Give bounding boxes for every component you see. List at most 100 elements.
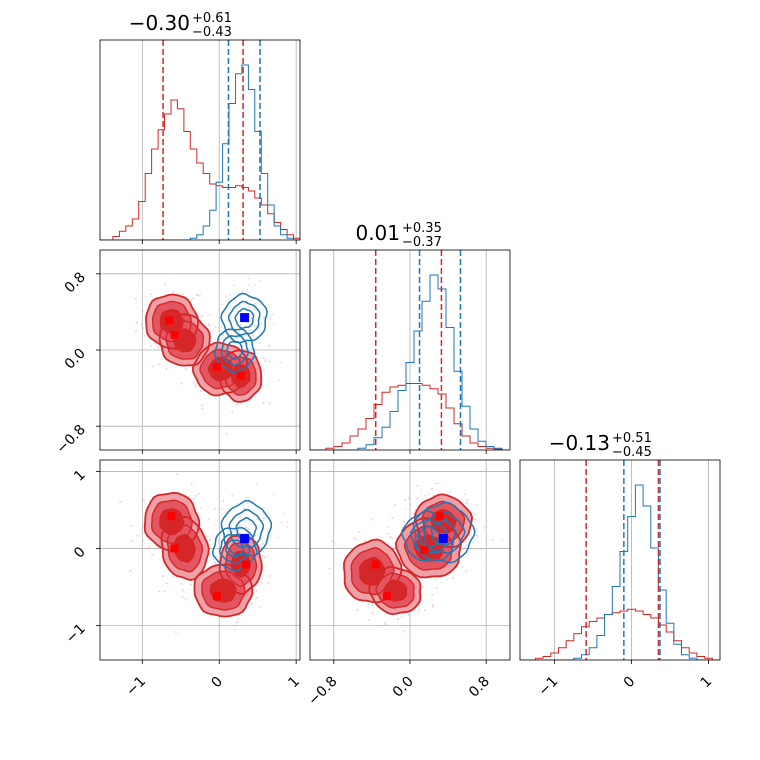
sample-point: [420, 489, 423, 491]
sample-point: [218, 328, 221, 330]
sample-point: [231, 494, 234, 497]
histogram-blue: [310, 274, 510, 450]
panel-1-1: 0.01 +0.35−0.37: [309, 221, 511, 451]
marker-red-square: [383, 592, 392, 601]
sample-point: [286, 526, 289, 529]
sample-point: [446, 578, 449, 581]
sample-point: [190, 583, 193, 586]
tick-label-y: 0: [71, 544, 89, 562]
sample-point: [371, 517, 374, 520]
sample-point: [247, 305, 250, 308]
sample-point: [208, 323, 210, 326]
sample-point: [263, 555, 266, 558]
sample-point: [208, 324, 211, 327]
tick-label-x: 1: [285, 674, 303, 692]
tick-label-y: 0.8: [62, 269, 89, 296]
sample-point: [461, 566, 464, 569]
sample-point: [391, 516, 394, 519]
sample-point: [258, 327, 261, 330]
sample-point: [254, 302, 256, 305]
sample-point: [484, 524, 487, 527]
sample-point: [465, 570, 468, 572]
sample-point: [181, 292, 184, 295]
sample-point: [400, 616, 403, 618]
contour-line-red: [166, 524, 204, 573]
sample-point: [201, 407, 204, 410]
sample-point: [209, 538, 212, 541]
sample-point: [180, 382, 183, 385]
sample-point: [194, 495, 197, 497]
sample-point: [404, 498, 407, 501]
sample-point: [263, 316, 265, 318]
sample-point: [261, 581, 263, 584]
sample-point: [258, 605, 261, 608]
sample-point: [192, 381, 195, 384]
sample-point: [269, 317, 272, 320]
contour-line-blue: [422, 511, 466, 554]
sample-point: [254, 348, 257, 351]
tick-label-x: 0: [208, 674, 226, 692]
panel-0-0: −0.30 +0.61−0.43: [99, 11, 301, 241]
sample-point: [422, 585, 425, 588]
sample-point: [199, 507, 202, 510]
panel-background: [100, 40, 300, 240]
sample-point: [331, 540, 334, 542]
sample-point: [260, 547, 262, 549]
sample-point: [237, 529, 240, 532]
sample-point: [368, 618, 371, 621]
histogram-blue: [100, 64, 300, 240]
sample-point: [253, 325, 256, 328]
contour-line-red: [201, 570, 246, 611]
contour-line-blue: [228, 509, 265, 548]
sample-point: [248, 284, 250, 286]
sample-point: [164, 284, 167, 286]
tick-label-y: 1: [71, 467, 89, 485]
sample-point: [354, 538, 357, 541]
sample-point: [482, 527, 485, 529]
sample-point: [235, 503, 238, 505]
contour-line-red: [165, 320, 205, 360]
sample-point: [440, 581, 443, 584]
sample-point: [247, 505, 250, 508]
marker-red-square: [165, 316, 174, 325]
sample-point: [240, 532, 243, 534]
sample-point: [277, 536, 279, 539]
sample-point: [328, 567, 331, 570]
title-upper-error: +0.35: [402, 221, 442, 236]
sample-point: [268, 360, 271, 363]
histogram-red: [100, 99, 300, 240]
sample-point: [214, 507, 216, 510]
sample-point: [358, 531, 360, 533]
sample-point: [236, 337, 239, 339]
sample-point: [242, 345, 245, 347]
sample-point: [260, 303, 263, 306]
sample-point: [371, 604, 374, 606]
sample-point: [268, 345, 270, 347]
sample-point: [435, 586, 438, 589]
sample-point: [143, 334, 146, 337]
sample-point: [156, 345, 159, 348]
sample-point: [212, 556, 215, 559]
marker-red-square: [212, 363, 221, 372]
sample-point: [256, 483, 259, 485]
sample-point: [244, 526, 247, 529]
sample-point: [205, 535, 208, 538]
sample-point: [460, 549, 463, 552]
contour-line-red: [343, 538, 403, 604]
sample-point: [235, 300, 237, 302]
sample-point: [391, 537, 393, 539]
sample-point: [236, 307, 239, 310]
sample-point: [180, 582, 183, 585]
sample-point: [403, 629, 406, 632]
sample-point: [268, 536, 270, 539]
sample-point: [270, 534, 273, 537]
sample-point: [464, 493, 467, 496]
sample-point: [136, 534, 139, 537]
sample-point: [231, 411, 234, 414]
tick-label-x: 0.0: [390, 674, 417, 701]
sample-point: [407, 497, 410, 499]
sample-point: [152, 365, 154, 367]
tick-label-x: −0.8: [305, 674, 340, 709]
sample-point: [262, 402, 265, 405]
sample-point: [258, 280, 261, 282]
